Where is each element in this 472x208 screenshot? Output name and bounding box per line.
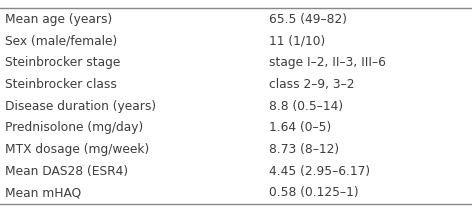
Text: Sex (male/female): Sex (male/female) xyxy=(5,34,117,47)
Text: Steinbrocker stage: Steinbrocker stage xyxy=(5,56,120,69)
Text: 4.45 (2.95–6.17): 4.45 (2.95–6.17) xyxy=(269,165,370,178)
Text: Disease duration (years): Disease duration (years) xyxy=(5,100,156,113)
Text: Prednisolone (mg/day): Prednisolone (mg/day) xyxy=(5,121,143,134)
Text: Steinbrocker class: Steinbrocker class xyxy=(5,78,117,91)
Text: 11 (1/10): 11 (1/10) xyxy=(269,34,325,47)
Text: Mean mHAQ: Mean mHAQ xyxy=(5,187,81,199)
Text: MTX dosage (mg/week): MTX dosage (mg/week) xyxy=(5,143,149,156)
Text: 8.8 (0.5–14): 8.8 (0.5–14) xyxy=(269,100,343,113)
Text: Mean DAS28 (ESR4): Mean DAS28 (ESR4) xyxy=(5,165,128,178)
Text: Mean age (years): Mean age (years) xyxy=(5,13,112,26)
Text: 0.58 (0.125–1): 0.58 (0.125–1) xyxy=(269,187,359,199)
Text: 65.5 (49–82): 65.5 (49–82) xyxy=(269,13,347,26)
Text: class 2–9, 3–2: class 2–9, 3–2 xyxy=(269,78,354,91)
Text: 1.64 (0–5): 1.64 (0–5) xyxy=(269,121,331,134)
Text: stage I–2, II–3, III–6: stage I–2, II–3, III–6 xyxy=(269,56,386,69)
Text: 8.73 (8–12): 8.73 (8–12) xyxy=(269,143,339,156)
